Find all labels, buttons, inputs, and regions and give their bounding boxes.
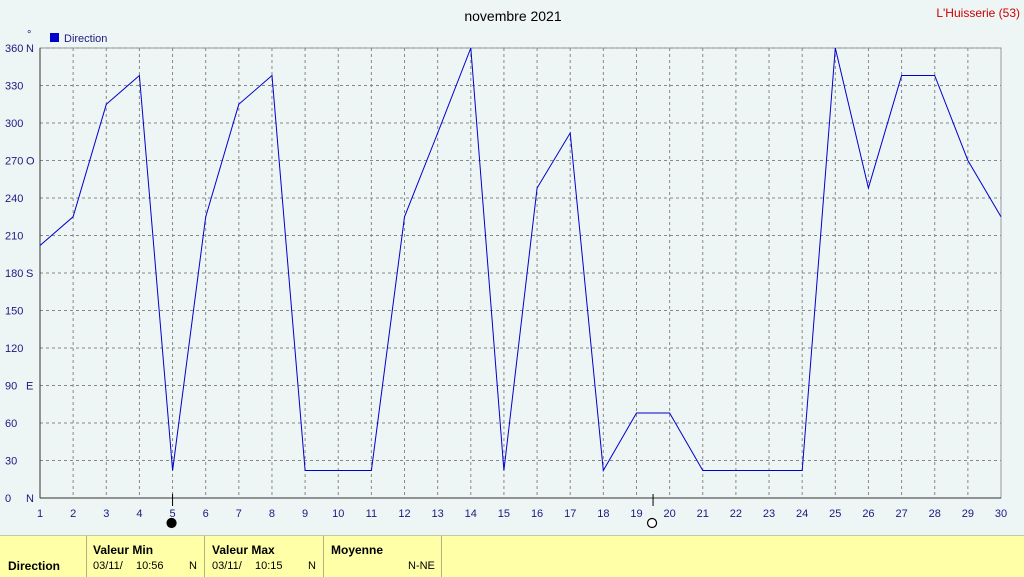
y-tick-label: 300: [5, 118, 23, 130]
x-tick-label: 8: [269, 508, 275, 520]
chart-title: novembre 2021: [464, 8, 562, 24]
y-tick-label: 180: [5, 268, 23, 280]
y-tick-label: 150: [5, 306, 23, 318]
y-tick-label: 240: [5, 193, 23, 205]
x-tick-label: 27: [895, 508, 907, 520]
y-tick-direction: S: [26, 268, 33, 280]
stats-max-cell: Valeur Max 03/11/ 10:15 N: [205, 536, 324, 577]
full-moon-icon: [646, 517, 658, 529]
y-tick-direction: N: [26, 493, 34, 505]
x-tick-label: 7: [236, 508, 242, 520]
x-tick-label: 11: [366, 508, 377, 520]
station-label: L'Huisserie (53): [936, 6, 1020, 20]
x-tick-label: 4: [136, 508, 142, 520]
stats-min-header: Valeur Min: [93, 543, 154, 557]
x-tick-label: 12: [398, 508, 410, 520]
x-tick-label: 2: [70, 508, 76, 520]
stats-max-time: 10:15: [255, 560, 283, 572]
unit-label: °: [27, 29, 31, 41]
stats-row-label-cell: Direction: [0, 536, 87, 577]
x-tick-label: 30: [995, 508, 1007, 520]
stats-max-header: Valeur Max: [212, 543, 275, 557]
legend-swatch: [50, 33, 59, 42]
x-tick-label: 1: [37, 508, 43, 520]
y-tick-direction: E: [26, 381, 33, 393]
stats-avg-cell: Moyenne N-NE: [324, 536, 442, 577]
y-tick-direction: N: [26, 43, 34, 55]
x-tick-label: 15: [498, 508, 510, 520]
x-tick-label: 20: [663, 508, 675, 520]
new-moon-icon: [166, 517, 177, 529]
stats-min-cell: Valeur Min 03/11/ 10:56 N: [86, 536, 205, 577]
stats-min-dir: N: [189, 560, 197, 572]
stats-min-time: 10:56: [136, 560, 164, 572]
stats-max-dir: N: [308, 560, 316, 572]
x-tick-label: 25: [829, 508, 841, 520]
stats-bar: Direction Valeur Min 03/11/ 10:56 N Vale…: [0, 535, 1024, 577]
series-layer: [39, 47, 1002, 473]
stats-avg-value: N-NE: [408, 560, 435, 572]
x-tick-label: 17: [564, 508, 576, 520]
x-tick-label: 6: [203, 508, 209, 520]
legend-label: Direction: [64, 33, 107, 45]
x-tick-label: 13: [432, 508, 444, 520]
x-tick-label: 19: [630, 508, 642, 520]
stats-max-date: 03/11/: [212, 560, 242, 572]
y-tick-label: 60: [5, 418, 17, 430]
x-tick-label: 18: [597, 508, 609, 520]
y-tick-direction: O: [26, 156, 35, 168]
y-tick-label: 330: [5, 81, 23, 93]
y-tick-label: 120: [5, 343, 23, 355]
x-tick-label: 26: [862, 508, 874, 520]
x-tick-label: 3: [103, 508, 109, 520]
x-tick-label: 23: [763, 508, 775, 520]
y-tick-label: 360: [5, 43, 23, 55]
x-tick-label: 9: [302, 508, 308, 520]
x-tick-label: 14: [465, 508, 477, 520]
x-tick-label: 24: [796, 508, 808, 520]
x-tick-label: 16: [531, 508, 543, 520]
stats-avg-header: Moyenne: [331, 543, 384, 557]
stats-min-date: 03/11/: [93, 560, 123, 572]
y-tick-label: 90: [5, 381, 17, 393]
stats-row-label: Direction: [8, 559, 61, 573]
x-tick-label: 29: [962, 508, 974, 520]
x-tick-label: 5: [169, 508, 175, 520]
x-tick-label: 22: [730, 508, 742, 520]
series-line-direction: [39, 47, 1002, 473]
x-tick-label: 10: [332, 508, 344, 520]
y-tick-label: 0: [5, 493, 11, 505]
x-tick-label: 21: [697, 508, 709, 520]
x-tick-label: 28: [929, 508, 941, 520]
grid-layer: [39, 47, 1002, 499]
y-tick-label: 270: [5, 156, 23, 168]
y-tick-label: 210: [5, 231, 23, 243]
moon-layer: [166, 494, 658, 529]
chart-area: 0 N 30 60 90 E 120 150 180 S 210 240 270 O 300 330 360 N 1…: [0, 0, 1024, 535]
y-tick-label: 30: [5, 456, 17, 468]
